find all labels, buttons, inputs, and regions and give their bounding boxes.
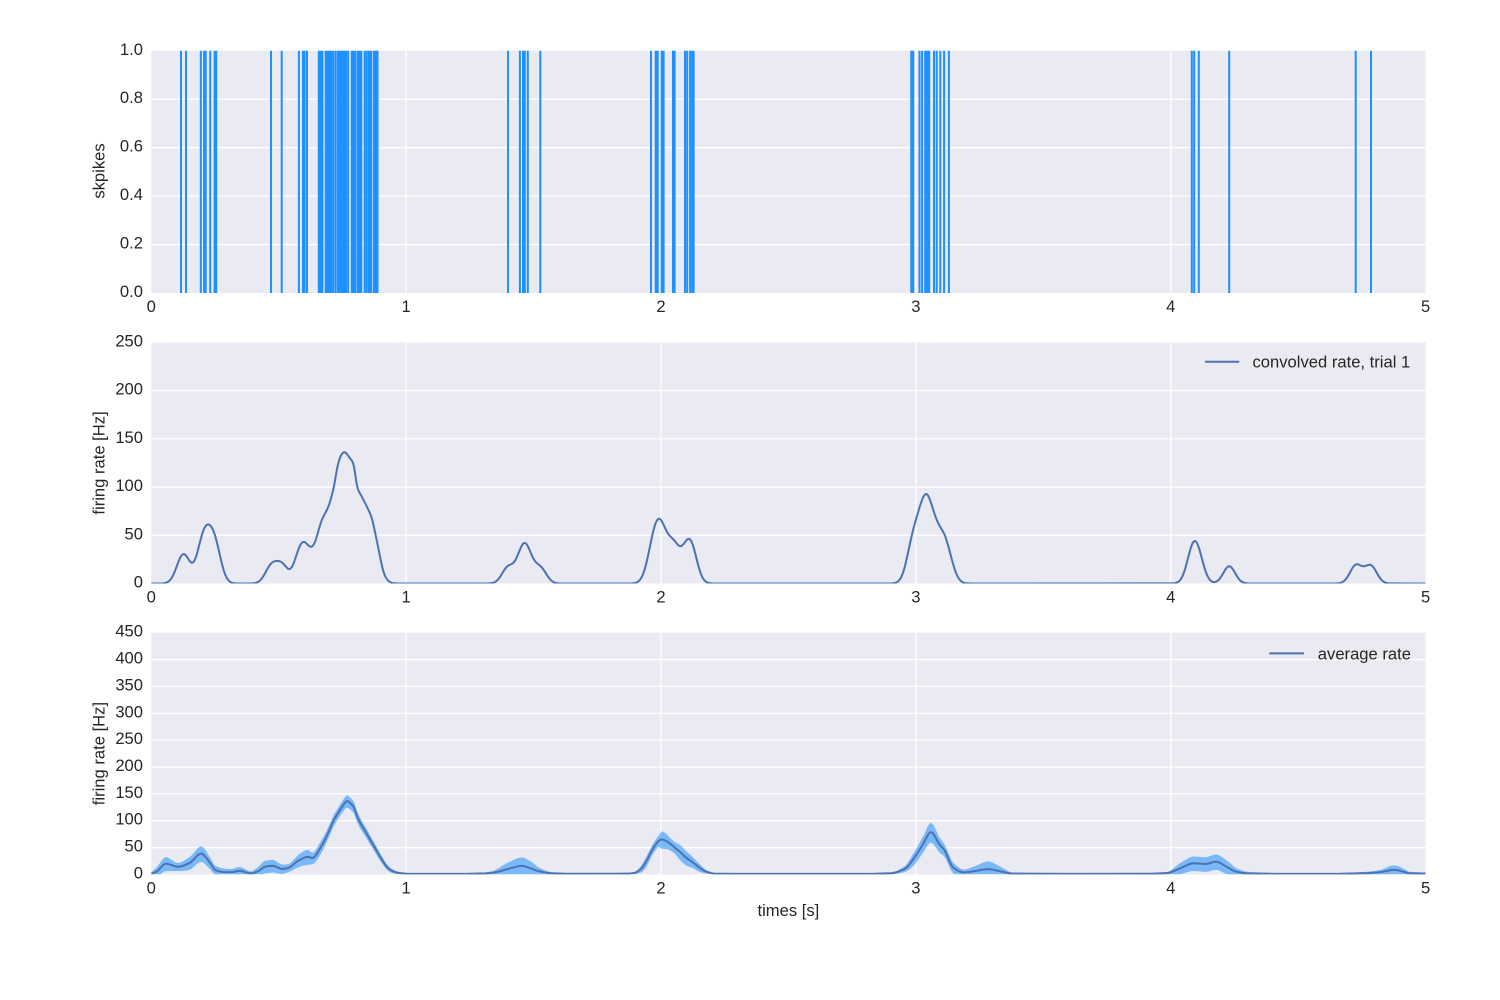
svg-text:5: 5	[1421, 588, 1430, 607]
svg-text:250: 250	[115, 331, 143, 350]
svg-text:1: 1	[401, 879, 410, 898]
svg-text:300: 300	[115, 702, 143, 721]
svg-text:3: 3	[911, 297, 920, 316]
svg-text:0.2: 0.2	[120, 234, 143, 253]
svg-text:3: 3	[911, 879, 920, 898]
svg-text:100: 100	[115, 476, 143, 495]
svg-text:0: 0	[147, 588, 156, 607]
svg-text:average rate: average rate	[1318, 644, 1411, 663]
svg-text:1: 1	[401, 588, 410, 607]
svg-text:100: 100	[115, 810, 143, 829]
svg-text:2: 2	[656, 297, 665, 316]
svg-text:150: 150	[115, 428, 143, 447]
svg-text:4: 4	[1166, 588, 1175, 607]
svg-text:3: 3	[911, 588, 920, 607]
svg-text:50: 50	[125, 524, 143, 543]
svg-text:4: 4	[1166, 297, 1175, 316]
svg-text:2: 2	[656, 879, 665, 898]
svg-text:times [s]: times [s]	[758, 901, 820, 920]
svg-text:0.6: 0.6	[120, 137, 143, 156]
svg-text:skpikes: skpikes	[90, 143, 109, 198]
svg-text:firing rate [Hz]: firing rate [Hz]	[90, 702, 109, 805]
svg-text:0: 0	[147, 879, 156, 898]
svg-text:5: 5	[1421, 297, 1430, 316]
svg-text:450: 450	[115, 622, 143, 641]
svg-text:350: 350	[115, 675, 143, 694]
svg-text:50: 50	[125, 837, 143, 856]
svg-text:400: 400	[115, 649, 143, 668]
svg-text:1: 1	[401, 297, 410, 316]
svg-text:150: 150	[115, 783, 143, 802]
svg-text:0: 0	[147, 297, 156, 316]
svg-text:0: 0	[134, 863, 143, 882]
svg-text:convolved rate, trial 1: convolved rate, trial 1	[1253, 353, 1411, 372]
svg-text:250: 250	[115, 729, 143, 748]
svg-text:0: 0	[134, 573, 143, 592]
svg-text:4: 4	[1166, 879, 1175, 898]
svg-text:5: 5	[1421, 879, 1430, 898]
svg-text:200: 200	[115, 756, 143, 775]
svg-text:0.4: 0.4	[120, 185, 143, 204]
svg-text:0.0: 0.0	[120, 282, 143, 301]
svg-text:200: 200	[115, 380, 143, 399]
svg-text:0.8: 0.8	[120, 88, 143, 107]
svg-text:firing rate [Hz]: firing rate [Hz]	[90, 411, 109, 514]
svg-text:2: 2	[656, 588, 665, 607]
svg-text:1.0: 1.0	[120, 40, 143, 59]
